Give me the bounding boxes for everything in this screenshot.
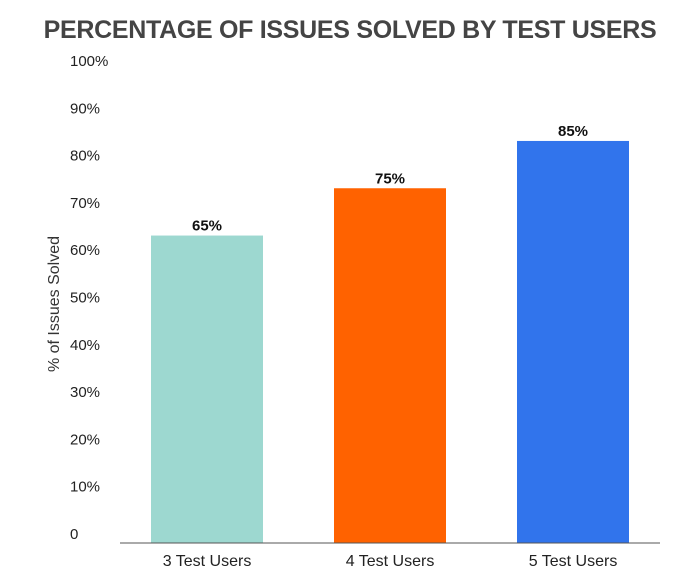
- y-axis-title: % of Issues Solved: [46, 236, 63, 372]
- y-tick-label: 70%: [70, 195, 100, 212]
- data-label: 65%: [192, 218, 222, 235]
- y-tick-label: 40%: [70, 337, 100, 354]
- y-tick-label: 80%: [70, 148, 100, 165]
- y-tick-label: 50%: [70, 290, 100, 307]
- x-category-label: 4 Test Users: [346, 553, 435, 570]
- bar: [334, 188, 446, 543]
- data-label: 75%: [375, 170, 405, 187]
- y-tick-label: 0: [70, 526, 78, 543]
- y-tick-label: 20%: [70, 431, 100, 448]
- bar: [151, 235, 263, 544]
- y-tick-label: 30%: [70, 384, 100, 401]
- y-tick-label: 90%: [70, 100, 100, 117]
- data-label: 85%: [558, 123, 588, 140]
- y-tick-label: 10%: [70, 479, 100, 496]
- x-axis-labels: 3 Test Users 4 Test Users 5 Test Users: [163, 553, 618, 570]
- x-category-label: 3 Test Users: [163, 553, 252, 570]
- y-axis-ticks: 0 10% 20% 30% 40% 50% 60% 70% 80% 90% 100%: [70, 53, 108, 543]
- bars-group: 65% 75% 85%: [151, 123, 629, 544]
- y-tick-label: 100%: [70, 53, 108, 70]
- chart-title: PERCENTAGE OF ISSUES SOLVED BY TEST USER…: [43, 16, 657, 44]
- y-tick-label: 60%: [70, 242, 100, 259]
- bar: [517, 140, 629, 543]
- x-category-label: 5 Test Users: [529, 553, 618, 570]
